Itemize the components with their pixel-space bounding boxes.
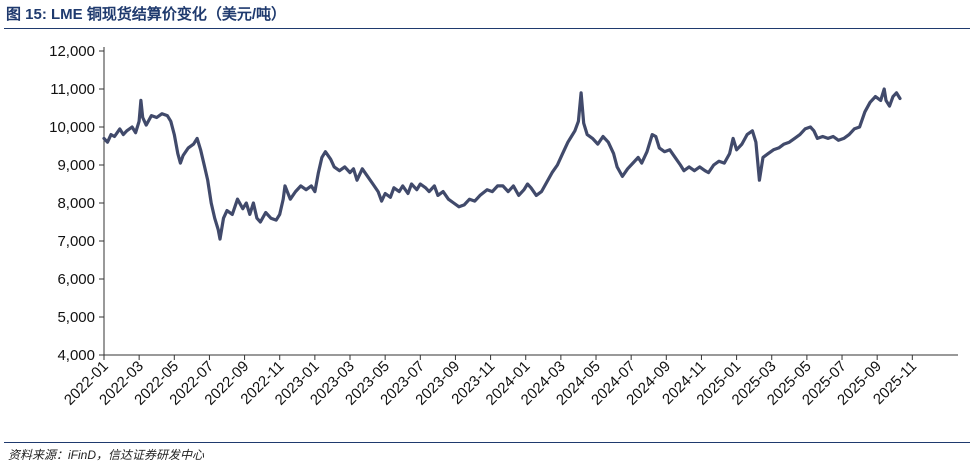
y-tick-label: 8,000 bbox=[57, 195, 95, 212]
chart-series bbox=[102, 87, 902, 241]
line-chart: 4,000 5,000 6,000 7,000 8,000 9,000 10,000 11,0… bbox=[49, 43, 958, 409]
y-axis-ticks: 4,000 5,000 6,000 7,000 8,000 9,000 10,000 11,0… bbox=[49, 43, 104, 364]
title-divider bbox=[4, 28, 970, 29]
y-tick-label: 12,000 bbox=[49, 43, 95, 60]
footer-divider bbox=[4, 442, 970, 443]
y-tick-label: 6,000 bbox=[57, 271, 95, 288]
y-tick-label: 9,000 bbox=[57, 157, 95, 174]
x-axis-ticks: 2022-012022-032022-052022-072022-092022-… bbox=[61, 355, 920, 409]
y-tick-label: 7,000 bbox=[57, 233, 95, 250]
series-line-copper-price bbox=[102, 87, 902, 241]
chart-axes bbox=[103, 47, 958, 356]
y-tick-label: 4,000 bbox=[57, 347, 95, 364]
y-tick-label: 11,000 bbox=[50, 81, 95, 98]
y-tick-label: 5,000 bbox=[57, 309, 95, 326]
source-note: 资料来源：iFinD，信达证券研发中心 bbox=[8, 448, 205, 462]
y-tick-label: 10,000 bbox=[49, 119, 95, 136]
figure-title: 图 15: LME 铜现货结算价变化（美元/吨） bbox=[6, 6, 287, 23]
